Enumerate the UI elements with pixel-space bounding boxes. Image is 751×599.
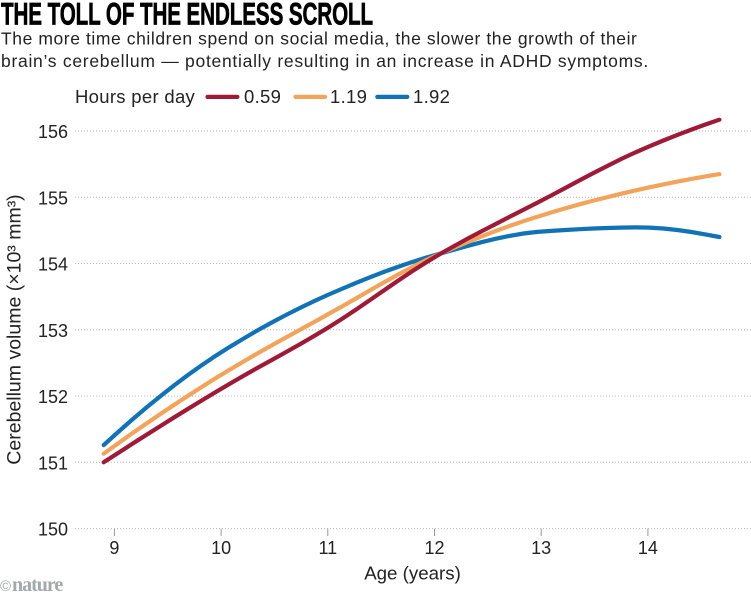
svg-text:155: 155 — [38, 188, 68, 208]
svg-text:Hours per day: Hours per day — [75, 86, 196, 107]
svg-text:©: © — [0, 578, 11, 595]
svg-text:Cerebellum volume (×10³ mm³): Cerebellum volume (×10³ mm³) — [4, 194, 26, 464]
svg-text:1.19: 1.19 — [330, 86, 367, 107]
svg-text:156: 156 — [38, 122, 68, 142]
svg-text:Age (years): Age (years) — [364, 562, 461, 583]
svg-text:0.59: 0.59 — [244, 86, 281, 107]
svg-text:11: 11 — [318, 538, 337, 558]
svg-text:12: 12 — [424, 538, 444, 558]
svg-text:150: 150 — [38, 520, 68, 540]
svg-text:1.92: 1.92 — [413, 86, 450, 107]
svg-text:9: 9 — [109, 538, 119, 558]
svg-text:nature: nature — [12, 574, 63, 596]
svg-text:13: 13 — [531, 538, 551, 558]
svg-text:151: 151 — [38, 453, 68, 473]
svg-text:153: 153 — [38, 321, 68, 341]
svg-text:10: 10 — [211, 538, 231, 558]
svg-text:14: 14 — [638, 538, 658, 558]
svg-text:brain’s cerebellum — potential: brain’s cerebellum — potentially resulti… — [1, 51, 649, 71]
svg-text:THE TOLL OF THE ENDLESS SCROLL: THE TOLL OF THE ENDLESS SCROLL — [1, 0, 373, 32]
svg-text:152: 152 — [38, 387, 68, 407]
svg-text:154: 154 — [38, 255, 68, 275]
svg-text:The more time children spend o: The more time children spend on social m… — [1, 29, 637, 49]
